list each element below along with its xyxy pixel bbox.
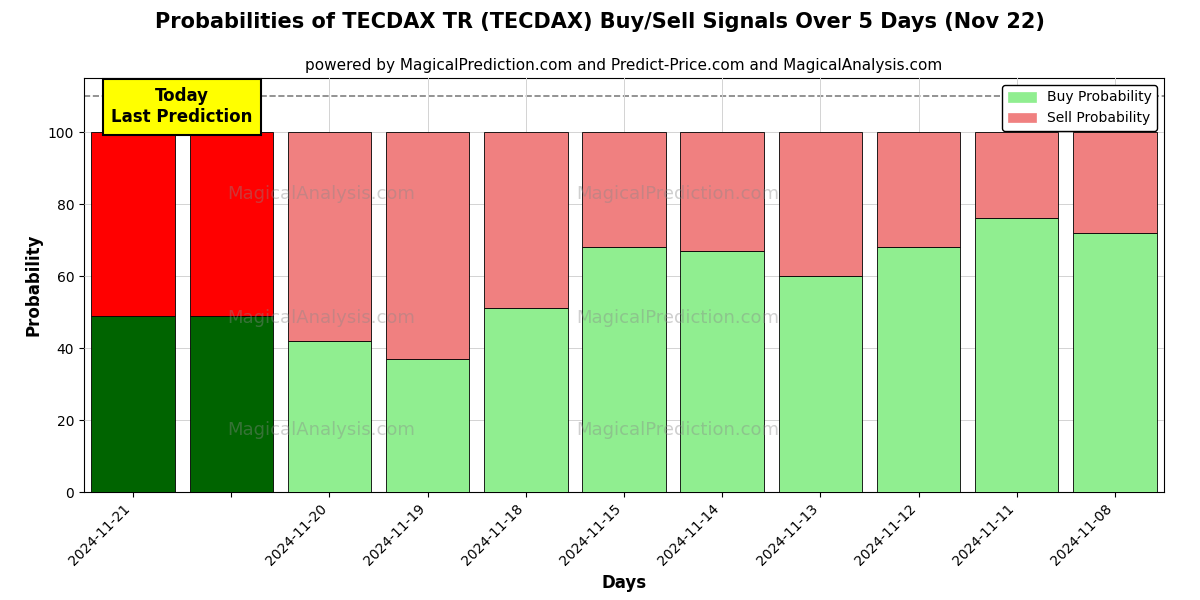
Bar bbox=[779, 276, 862, 492]
Text: Today
Last Prediction: Today Last Prediction bbox=[112, 88, 253, 126]
Bar bbox=[190, 132, 274, 316]
Bar bbox=[877, 247, 960, 492]
Legend: Buy Probability, Sell Probability: Buy Probability, Sell Probability bbox=[1002, 85, 1157, 131]
Bar bbox=[386, 359, 469, 492]
Text: MagicalAnalysis.com: MagicalAnalysis.com bbox=[228, 185, 415, 203]
Bar bbox=[288, 341, 371, 492]
Title: powered by MagicalPrediction.com and Predict-Price.com and MagicalAnalysis.com: powered by MagicalPrediction.com and Pre… bbox=[305, 58, 943, 73]
Bar bbox=[288, 132, 371, 341]
Bar bbox=[91, 316, 175, 492]
Text: MagicalPrediction.com: MagicalPrediction.com bbox=[576, 421, 780, 439]
Text: MagicalPrediction.com: MagicalPrediction.com bbox=[576, 309, 780, 327]
Bar bbox=[680, 132, 764, 251]
Bar bbox=[779, 132, 862, 276]
Bar bbox=[484, 308, 568, 492]
Text: MagicalAnalysis.com: MagicalAnalysis.com bbox=[228, 421, 415, 439]
Bar bbox=[1073, 132, 1157, 233]
Bar bbox=[91, 132, 175, 316]
Bar bbox=[974, 132, 1058, 218]
Bar bbox=[582, 247, 666, 492]
Bar bbox=[582, 132, 666, 247]
Y-axis label: Probability: Probability bbox=[24, 234, 42, 336]
X-axis label: Days: Days bbox=[601, 574, 647, 592]
Bar bbox=[190, 316, 274, 492]
Text: MagicalPrediction.com: MagicalPrediction.com bbox=[576, 185, 780, 203]
Bar bbox=[386, 132, 469, 359]
Bar bbox=[680, 251, 764, 492]
Text: Probabilities of TECDAX TR (TECDAX) Buy/Sell Signals Over 5 Days (Nov 22): Probabilities of TECDAX TR (TECDAX) Buy/… bbox=[155, 12, 1045, 32]
Bar bbox=[484, 132, 568, 308]
Bar bbox=[974, 218, 1058, 492]
Text: MagicalAnalysis.com: MagicalAnalysis.com bbox=[228, 309, 415, 327]
Bar bbox=[1073, 233, 1157, 492]
Bar bbox=[877, 132, 960, 247]
